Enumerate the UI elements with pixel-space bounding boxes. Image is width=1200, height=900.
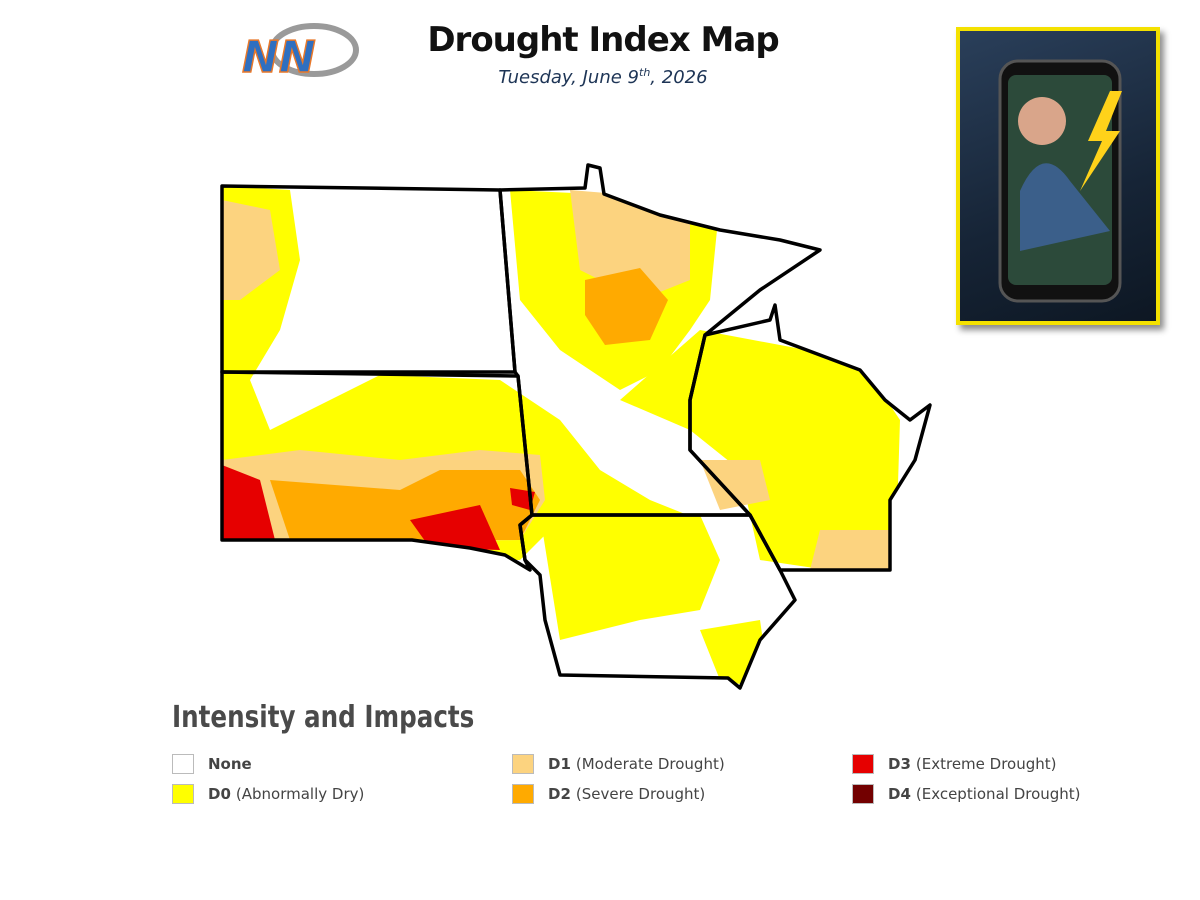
map	[220, 163, 932, 690]
legend-swatch	[512, 784, 534, 804]
state-borders	[220, 163, 932, 690]
legend-swatch	[172, 754, 194, 774]
promo-photo	[956, 27, 1160, 325]
legend-swatch	[172, 784, 194, 804]
legend-code: D0	[208, 785, 231, 803]
title: Drought Index Map	[427, 20, 779, 60]
photo-art	[998, 59, 1122, 303]
legend-item: D0 (Abnormally Dry)	[172, 783, 364, 805]
date-main: Tuesday, June 9	[498, 67, 639, 88]
logo: NN	[241, 23, 359, 84]
legend-code: None	[208, 755, 252, 773]
d0-area	[700, 620, 770, 688]
legend-item: D1 (Moderate Drought)	[512, 753, 725, 775]
legend-swatch	[852, 784, 874, 804]
shirt	[1020, 163, 1110, 251]
date-year: , 2026	[650, 67, 708, 88]
d1-area	[222, 200, 280, 300]
state-border	[518, 513, 797, 690]
d2-area	[585, 268, 668, 345]
legend-swatch	[512, 754, 534, 774]
d1-area	[570, 190, 690, 300]
legend-label: (Severe Drought)	[575, 785, 706, 803]
lightning	[1080, 91, 1122, 191]
legend-code: D1	[548, 755, 571, 773]
legend-item: D4 (Exceptional Drought)	[852, 783, 1081, 805]
d0-area	[540, 515, 720, 640]
state-border	[498, 163, 822, 517]
legend-code: D3	[888, 755, 911, 773]
legend-item: D3 (Extreme Drought)	[852, 753, 1057, 775]
logo-swoosh	[269, 23, 359, 77]
state-border	[688, 303, 932, 572]
d1-area	[810, 530, 890, 570]
legend-item: None	[172, 753, 257, 775]
legend-swatch	[852, 754, 874, 774]
date: Tuesday, June 9th, 2026	[0, 66, 1200, 88]
legend-label: (Abnormally Dry)	[235, 785, 365, 803]
d1-area	[700, 460, 770, 510]
legend-code: D4	[888, 785, 911, 803]
legend-item: D2 (Severe Drought)	[512, 783, 705, 805]
face	[1018, 97, 1066, 145]
legend-label: (Extreme Drought)	[915, 755, 1057, 773]
d3-area	[222, 465, 275, 545]
legend-label: (Moderate Drought)	[575, 755, 725, 773]
date-sup: th	[639, 66, 651, 79]
legend-title: Intensity and Impacts	[172, 700, 475, 735]
logo-text: NN	[242, 32, 316, 83]
legend-label: (Exceptional Drought)	[915, 785, 1081, 803]
legend-code: D2	[548, 785, 571, 803]
drought-shading	[222, 165, 930, 688]
d3-area	[410, 505, 500, 550]
